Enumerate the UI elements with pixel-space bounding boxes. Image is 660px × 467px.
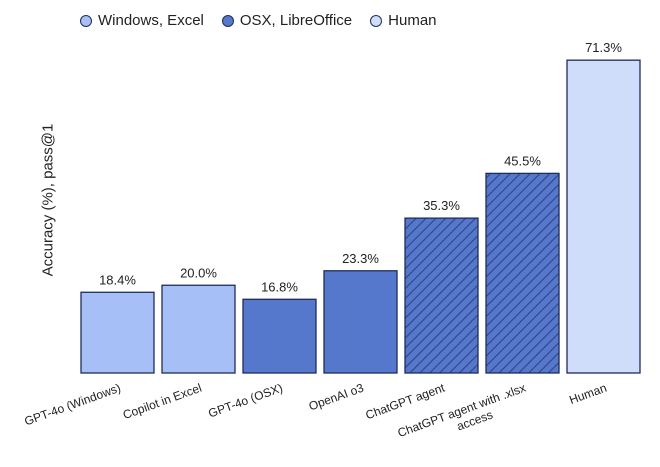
legend-swatch-human [370, 14, 383, 27]
bar-5 [485, 172, 560, 374]
legend-item-human: Human [370, 12, 437, 29]
legend-swatch-osx-libreoffice [221, 14, 234, 27]
bar-value-label-6: 71.3% [585, 40, 622, 55]
category-label-2: GPT-4o (OSX) [206, 381, 284, 421]
bar-value-label-3: 23.3% [342, 251, 379, 266]
legend-item-windows-excel: Windows, Excel [80, 12, 204, 29]
bar-4 [404, 217, 479, 374]
bar-0 [80, 291, 155, 374]
category-label-0: GPT-4o (Windows) [22, 381, 122, 429]
category-label-6: Human [567, 381, 608, 407]
legend-label-osx-libreoffice: OSX, LibreOffice [239, 12, 353, 29]
bar-3 [323, 270, 398, 374]
bar-value-label-5: 45.5% [504, 153, 541, 168]
bar-value-label-4: 35.3% [423, 198, 460, 213]
legend-label-windows-excel: Windows, Excel [98, 12, 204, 29]
legend-item-osx-libreoffice: OSX, LibreOffice [221, 12, 353, 29]
legend-swatch-windows-excel [80, 14, 92, 27]
bar-2 [242, 298, 317, 374]
bar-value-label-1: 20.0% [180, 265, 217, 280]
category-label-1: Copilot in Excel [121, 381, 204, 422]
bars-group [80, 59, 641, 374]
bar-value-label-0: 18.4% [99, 272, 136, 287]
bar-6 [566, 59, 641, 374]
bar-1 [161, 284, 236, 374]
legend: Windows, Excel OSX, LibreOffice Human [80, 12, 437, 29]
category-label-3: OpenAI o3 [307, 381, 366, 414]
legend-label-human: Human [388, 12, 437, 29]
bar-value-label-2: 16.8% [261, 279, 298, 294]
